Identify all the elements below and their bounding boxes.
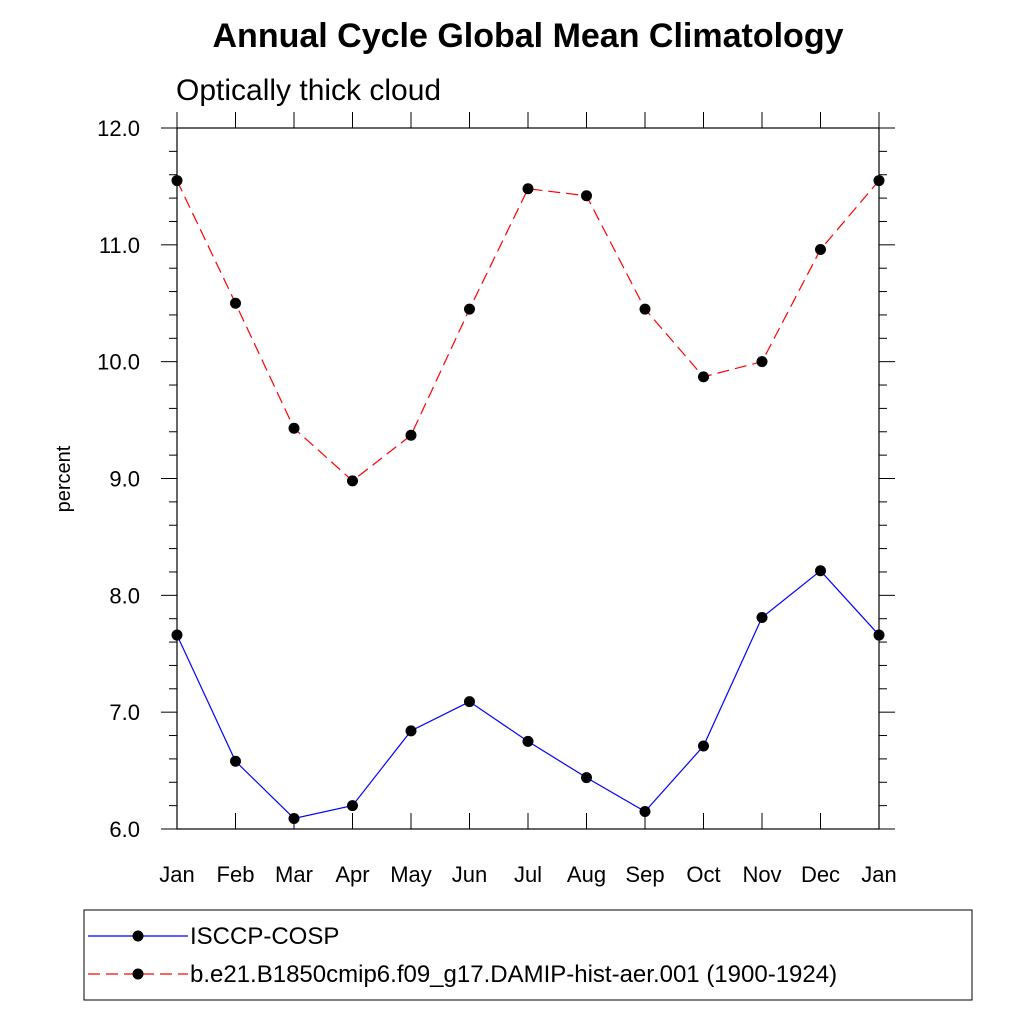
legend-label-1: ISCCP-COSP: [190, 923, 339, 950]
y-tick-label: 6.0: [109, 817, 140, 842]
x-tick-label: May: [390, 862, 432, 887]
data-point: [288, 812, 300, 824]
data-point: [698, 371, 709, 383]
x-tick-label: Jan: [159, 862, 194, 887]
data-point: [230, 297, 241, 309]
data-point: [464, 303, 475, 315]
x-tick-label: Dec: [801, 862, 840, 887]
y-tick-label: 7.0: [109, 700, 140, 725]
legend: ISCCP-COSP b.e21.B1850cmip6.f09_g17.DAMIP…: [88, 923, 837, 988]
x-tick-label: Sep: [625, 862, 664, 887]
data-point: [347, 800, 358, 812]
data-point: [873, 629, 885, 641]
data-point: [581, 190, 592, 202]
data-point: [639, 805, 651, 817]
y-axis-label: percent: [53, 445, 75, 512]
x-tick-label: Oct: [686, 862, 720, 887]
data-point: [581, 772, 592, 784]
series-line-2: [176, 180, 880, 482]
data-point: [171, 175, 183, 187]
y-tick-label: 9.0: [109, 467, 140, 492]
chart-subtitle: Optically thick cloud: [176, 74, 441, 107]
x-tick-labels: Jan Feb Mar Apr May Jun Jul Aug Sep Oct Nov Dec Jan: [159, 862, 896, 887]
y-tick-label: 11.0: [99, 233, 140, 258]
chart-title: Annual Cycle Global Mean Climatology: [213, 17, 844, 55]
x-tick-label: Jul: [514, 862, 542, 887]
data-point: [405, 429, 417, 441]
axis-ticks: [161, 112, 895, 830]
y-tick-labels: 6.0 7.0 8.0 9.0 10.0 11.0 12.0: [97, 116, 140, 842]
x-tick-label: Jan: [861, 862, 896, 887]
legend-label-2: b.e21.B1850cmip6.f09_g17.DAMIP-hist-aer.…: [190, 961, 837, 988]
data-point: [522, 735, 534, 747]
data-point: [815, 244, 826, 256]
x-tick-label: Apr: [335, 862, 369, 887]
data-point: [756, 356, 768, 368]
series-line-1: [176, 569, 880, 820]
data-point: [230, 755, 241, 767]
data-point: [171, 629, 183, 641]
data-point: [873, 175, 885, 187]
data-point: [815, 565, 826, 577]
y-tick-label: 10.0: [97, 350, 140, 375]
data-point: [405, 725, 417, 737]
legend-box: [83, 909, 973, 1001]
data-point: [464, 696, 475, 708]
y-tick-label: 8.0: [109, 583, 140, 608]
y-tick-label: 12.0: [97, 116, 140, 141]
data-point: [347, 475, 358, 487]
data-point: [756, 612, 768, 624]
x-tick-label: Aug: [567, 862, 606, 887]
data-point: [639, 303, 651, 315]
x-tick-label: Mar: [275, 862, 313, 887]
x-tick-label: Jun: [452, 862, 487, 887]
data-point: [522, 183, 534, 195]
plot-frame: [176, 127, 880, 830]
legend-marker: [132, 930, 144, 942]
x-tick-label: Feb: [217, 862, 255, 887]
legend-marker: [132, 968, 144, 980]
x-tick-label: Nov: [742, 862, 781, 887]
series-layer: [171, 175, 885, 824]
data-point: [698, 740, 709, 752]
data-point: [288, 422, 300, 434]
